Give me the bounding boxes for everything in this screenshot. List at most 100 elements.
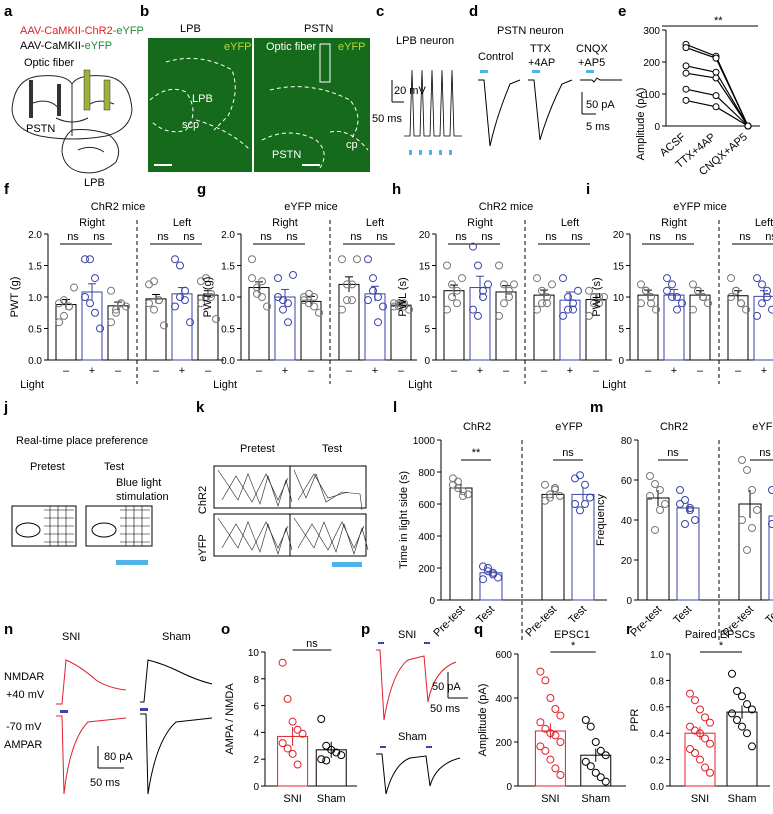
r-y-tick-label: 1.0 [650,650,664,661]
trace-d-cnqx-label: CNQX [576,43,608,55]
panel-f-chart: ChR2 mice 0.0 0.5 1.0 1.5 2.0 PWT (g) Right Left… [9,201,224,391]
mouse-icon-pretest [15,522,41,538]
m-data-point [753,506,761,514]
h-data-point [453,299,461,308]
trace-d-title: PSTN neuron [497,25,564,37]
f-ns-label: ns [183,231,195,243]
r-y-tick-label: 0.4 [650,729,664,740]
l-data-point [551,485,559,494]
q-data-point [551,705,560,713]
m-data-point [691,516,699,524]
m-x-tick-label: Pre-test [628,604,664,640]
g-data-point [364,255,372,264]
f-title: ChR2 mice [91,201,145,213]
panel-q-chart: EPSC1 0 200 400 600 Amplitude (pA) * SNI Sham [477,629,626,805]
l-x-tick-label: Pre-test [431,604,467,640]
i-light-sign: – [735,365,742,377]
track-scribbles [217,469,369,555]
f-bar [107,305,129,361]
i-data-point [689,280,697,289]
f-data-point [150,277,158,286]
r-data-point [686,689,694,698]
panel-letter-e: e [618,3,626,20]
r-data-point [701,713,709,722]
q-data-point [536,667,545,676]
g-data-point [305,299,313,308]
r-data-point [733,716,741,724]
e-data-point [744,122,752,130]
i-data-point [647,293,655,301]
g-data-point [343,280,351,289]
panel-letter-j: j [3,399,8,416]
mouse-icon-test [91,522,117,538]
o-data-point [293,725,302,734]
f-data-point [145,280,153,289]
h-data-point [564,293,572,301]
blue-light-bar-j [116,560,148,565]
r-data-point [733,686,741,695]
o-y-tick-label: 8 [253,675,259,686]
r-data-point [686,722,694,731]
h-data-point [510,280,518,289]
r-data-point [728,669,736,678]
scale-label-5ms: 5 ms [586,121,610,133]
r-data-point [701,763,709,772]
h-y-tick-label: 15 [419,262,431,273]
r-data-point [706,718,714,727]
i-y-tick-label: 5 [618,325,624,336]
e-data-point [712,103,720,111]
panel-o-chart: 0 2 4 6 8 10 AMPA / NMDA ns SNI Sham [224,638,357,805]
i-data-point [704,299,712,308]
panel-a: AAV-CaMKII-ChR2-eYFP AAV-CaMKII-eYFP Opt… [11,25,144,189]
g-light-sign: – [256,365,263,377]
e-data-point [682,44,690,52]
i-data-point [753,311,761,320]
m-data-point [686,504,694,512]
h-light-sign: + [567,365,573,377]
h-data-point [505,286,513,295]
q-y-tick-label: 600 [495,650,512,661]
scale-label-50ms-n: 50 ms [90,777,120,789]
g-y-tick-label: 0.5 [221,325,235,336]
r-data-point [696,729,704,738]
scale-bar-lpb [154,164,172,166]
r-y-label: PPR [629,709,641,732]
rtpp-blue-light-label-1: Blue light [116,477,161,489]
q-x-tick-label: Sham [581,793,610,805]
r-bar [684,732,716,787]
l-y-tick-label: 0 [429,596,435,607]
f-ns-label: ns [93,231,105,243]
h-data-point [458,274,466,283]
micrograph-eyfp-label-1: eYFP [224,41,252,53]
p-sni-label: SNI [398,629,416,641]
i-data-point [637,299,645,308]
g-data-point [400,302,408,311]
l-sig-label-2: ns [562,447,574,459]
o-y-tick-label: 6 [253,702,259,713]
h-data-point [585,286,593,295]
o-data-point [293,760,302,769]
r-data-point [696,705,704,714]
f-left-label: Left [173,217,191,229]
o-y-tick-label: 0 [253,782,259,793]
trace-c-title: LPB neuron [396,35,454,47]
o-data-point [283,744,292,753]
scale-label-50pa: 50 pA [586,99,615,111]
i-bar [689,294,711,361]
virus-camkii-text: AAV-CaMKII- [20,40,85,52]
l-data-point [586,493,594,502]
h-y-tick-label: 10 [419,293,431,304]
g-right-label: Right [272,217,298,229]
i-data-point [727,293,735,301]
injection-needle-2-icon [103,79,111,111]
l-data-point [576,471,584,480]
q-data-point [591,768,600,777]
g-data-point [364,296,372,305]
l-data-point [571,474,579,483]
f-data-point [117,299,125,308]
r-data-point [686,745,694,754]
e-y-tick-label: 0 [654,122,660,133]
g-y-tick-label: 1.5 [221,262,235,273]
m-data-point [748,524,756,532]
o-data-point [278,658,287,667]
